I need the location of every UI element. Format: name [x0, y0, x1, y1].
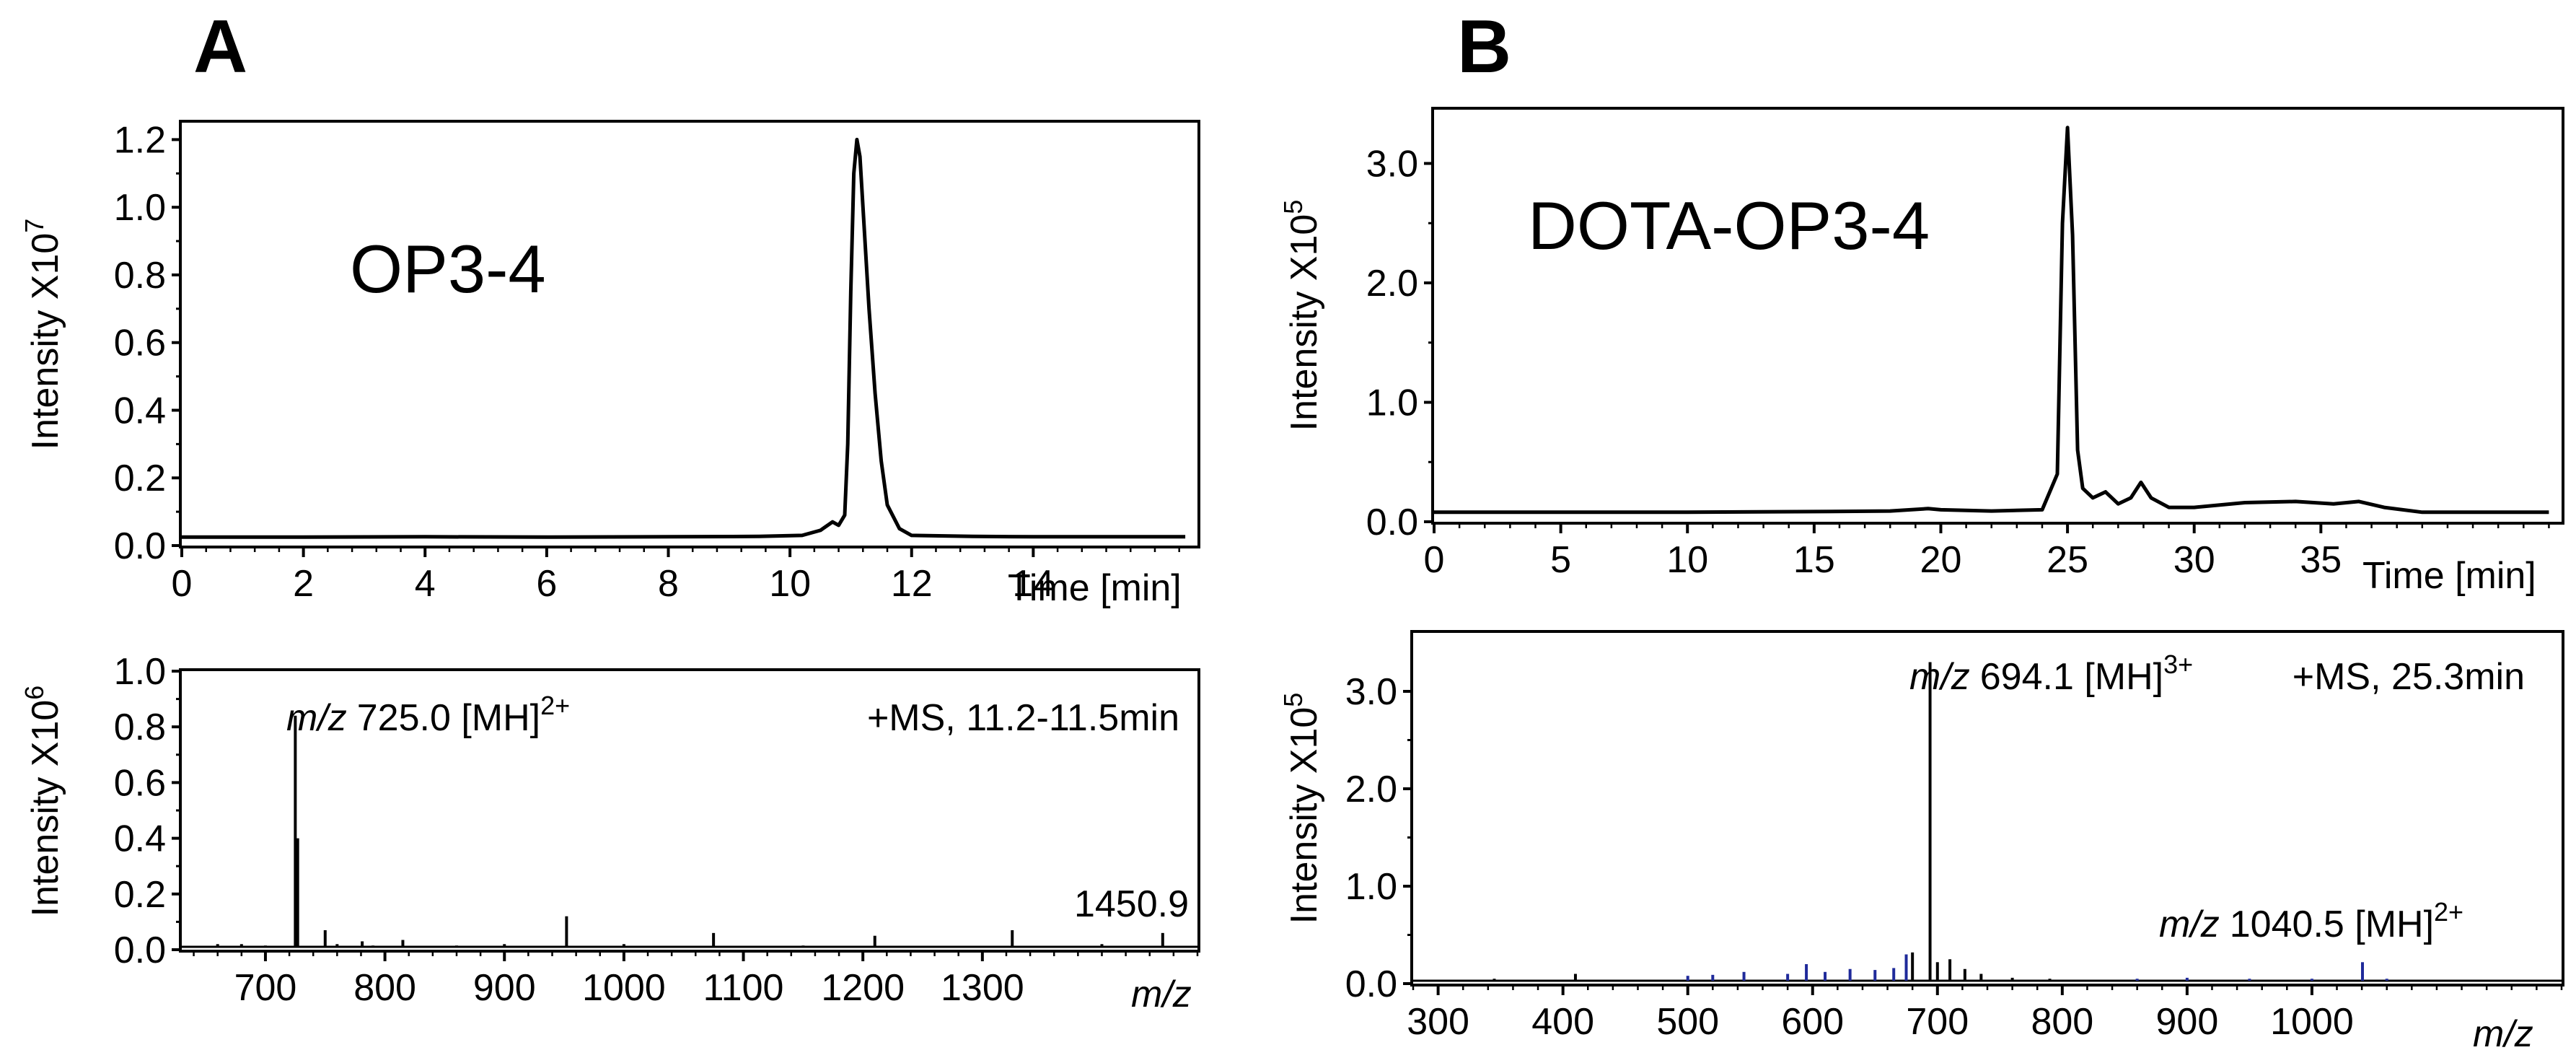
x-axis-title: Time [min]	[1008, 567, 1182, 609]
x-tick-label: 800	[353, 967, 416, 1009]
x-tick-label: 400	[1531, 1001, 1594, 1043]
x-tick-label: 900	[2155, 1001, 2218, 1043]
y-tick-label: 1.0	[1366, 382, 1418, 424]
x-tick-label: 700	[234, 967, 297, 1009]
panel-letter-b: B	[1457, 5, 1511, 89]
x-tick-label: 1200	[821, 967, 905, 1009]
plot-frame	[179, 120, 1200, 548]
x-axis-title: m/z	[1131, 974, 1192, 1015]
y-axis-title: Intensity X107	[19, 219, 66, 450]
y-tick-label: 0.0	[1366, 502, 1418, 543]
y-axis-title: Intensity X105	[1278, 200, 1325, 432]
x-tick-label: 10	[1666, 539, 1708, 581]
mass-spectrum-b: m/z 694.1 [MH]3+ +MS, 25.3min m/z 1040.5 […	[1278, 630, 2564, 1055]
x-tick-label: 1300	[941, 967, 1024, 1009]
x-tick-label: 700	[1906, 1001, 1969, 1043]
x-tick-label: 15	[1793, 539, 1835, 581]
y-tick-label: 0.2	[114, 458, 166, 499]
x-tick-label: 14	[1012, 563, 1054, 605]
y-tick-label: 2.0	[1345, 769, 1397, 810]
x-tick-label: 30	[2173, 539, 2215, 581]
y-tick-label: 2.0	[1366, 263, 1418, 305]
x-tick-label: 25	[2047, 539, 2088, 581]
y-tick-label: 0.8	[114, 255, 166, 297]
y-tick-label: 3.0	[1366, 143, 1418, 185]
chromatogram-b-series-line	[1434, 126, 2549, 515]
y-tick-label: 0.8	[114, 707, 166, 748]
y-tick-label: 0.0	[114, 525, 166, 567]
x-tick-label: 500	[1656, 1001, 1719, 1043]
x-tick-label: 0	[1424, 539, 1445, 581]
scan-label-a: +MS, 11.2-11.5min	[867, 697, 1179, 739]
y-tick-label: 1.0	[114, 187, 166, 229]
x-tick-label: 1100	[703, 967, 784, 1009]
plot-frame	[1431, 107, 2564, 525]
x-tick-label: 1000	[2270, 1001, 2354, 1043]
y-axis-title: Intensity X106	[19, 686, 66, 917]
x-tick-label: 600	[1781, 1001, 1844, 1043]
secondary-peak-label-a: 1450.9	[1074, 883, 1189, 925]
y-tick-label: 0.6	[114, 323, 166, 364]
x-tick-label: 6	[536, 563, 557, 605]
chromatogram-a-series-line	[182, 137, 1186, 539]
x-axis-title: m/z	[2473, 1013, 2533, 1055]
x-tick-label: 2	[293, 563, 314, 605]
y-tick-label: 1.2	[114, 119, 166, 161]
mass-spectrum-a: m/z 725.0 [MH]2+ +MS, 11.2-11.5min 1450.9…	[19, 651, 1200, 1015]
x-tick-label: 800	[2031, 1001, 2093, 1043]
compound-label-a: OP3-4	[350, 231, 546, 307]
x-tick-label: 20	[1920, 539, 1962, 581]
peak-annotation-a: m/z 725.0 [MH]2+	[286, 691, 570, 739]
x-axis-title: Time [min]	[2362, 555, 2536, 597]
x-tick-label: 4	[415, 563, 436, 605]
x-tick-label: 1000	[582, 967, 666, 1009]
x-tick-label: 35	[2300, 539, 2342, 581]
scan-label-b: +MS, 25.3min	[2293, 656, 2525, 698]
y-tick-label: 0.4	[114, 390, 166, 432]
secondary-peak-label-b: m/z 1040.5 [MH]2+	[2159, 897, 2463, 945]
y-tick-label: 0.4	[114, 818, 166, 860]
chromatogram-b: DOTA-OP3-4 Time [min] Intensity X105 0.0…	[1278, 107, 2564, 597]
x-tick-label: 10	[769, 563, 811, 605]
peak-annotation-b: m/z 694.1 [MH]3+	[1909, 649, 2193, 698]
panel-letter-a: A	[193, 5, 247, 89]
chromatogram-a: OP3-4 Time [min] Intensity X107 0.0 0.2 0.…	[19, 119, 1200, 609]
y-tick-label: 0.2	[114, 874, 166, 916]
x-tick-label: 300	[1407, 1001, 1469, 1043]
y-tick-label: 1.0	[114, 651, 166, 693]
y-tick-label: 0.0	[1345, 963, 1397, 1005]
x-tick-label: 0	[172, 563, 193, 605]
y-axis-title: Intensity X105	[1278, 693, 1325, 924]
y-tick-label: 0.6	[114, 762, 166, 804]
compound-label-b: DOTA-OP3-4	[1528, 188, 1930, 263]
y-tick-label: 3.0	[1345, 671, 1397, 713]
x-tick-label: 5	[1550, 539, 1571, 581]
x-tick-label: 900	[473, 967, 536, 1009]
x-tick-label: 8	[658, 563, 679, 605]
y-tick-label: 0.0	[114, 929, 166, 971]
x-tick-label: 12	[891, 563, 933, 605]
y-tick-label: 1.0	[1345, 866, 1397, 908]
